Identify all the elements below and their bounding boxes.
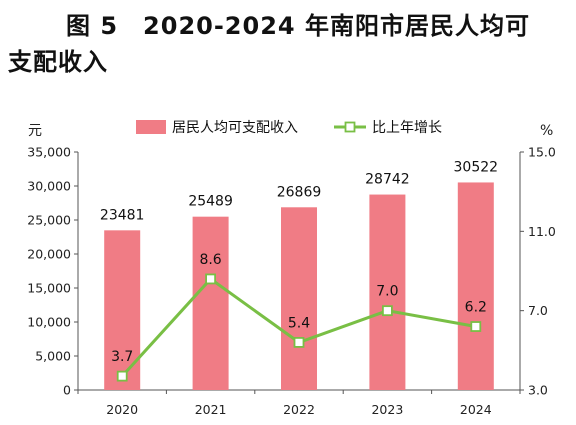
- x-tick-label: 2021: [195, 402, 227, 417]
- growth-point-2020: [116, 370, 128, 382]
- legend-label-income: 居民人均可支配收入: [172, 120, 298, 136]
- y-right-tick-label: 11.0: [528, 224, 556, 239]
- growth-value-label: 5.4: [288, 315, 310, 331]
- chart-title-line1: 图 5 2020-2024 年南阳市居民人均可: [66, 12, 530, 40]
- chart-title-line2: 支配收入: [8, 48, 108, 76]
- y-left-tick-label: 10,000: [27, 315, 71, 330]
- growth-point-2023: [381, 305, 393, 317]
- chart-title: 图 5 2020-2024 年南阳市居民人均可 支配收入: [8, 8, 568, 80]
- bar-2023: [369, 194, 406, 390]
- y-left-tick-label: 5,000: [35, 349, 71, 364]
- bar-value-label: 28742: [365, 172, 410, 188]
- bar-value-label: 26869: [277, 184, 322, 200]
- bar-value-label: 25489: [188, 194, 233, 210]
- growth-point-2024: [470, 321, 482, 332]
- bar-value-label: 30522: [454, 159, 499, 175]
- growth-point-2022: [293, 336, 305, 348]
- y-right-tick-label: 3.0: [528, 383, 548, 398]
- legend-label-growth: 比上年增长: [372, 120, 442, 136]
- y-left-tick-label: 30,000: [27, 179, 71, 194]
- y-right-tick-label: 7.0: [528, 303, 548, 318]
- y-right-tick-label: 15.0: [528, 145, 556, 160]
- y-left-unit: 元: [28, 123, 42, 139]
- growth-point-2021: [205, 273, 217, 285]
- y-right-unit: %: [540, 123, 553, 139]
- bar-2022: [281, 207, 317, 390]
- growth-value-label: 6.2: [465, 300, 487, 316]
- y-left-tick-label: 25,000: [27, 213, 71, 228]
- y-left-tick-label: 20,000: [27, 247, 71, 262]
- legend-swatch-income: [136, 120, 166, 134]
- legend-swatch-growth-marker: [344, 121, 356, 133]
- y-left-tick-label: 15,000: [27, 281, 71, 296]
- y-left-tick-label: 35,000: [27, 145, 71, 160]
- bar-2024: [457, 182, 494, 390]
- y-left-tick-label: 0: [63, 383, 71, 398]
- x-tick-label: 2022: [283, 402, 315, 417]
- x-tick-label: 2020: [106, 402, 138, 417]
- growth-value-label: 7.0: [376, 284, 398, 300]
- growth-value-label: 8.6: [199, 252, 221, 268]
- x-tick-label: 2023: [371, 402, 403, 417]
- bar-value-label: 23481: [100, 207, 145, 223]
- bar-2020: [104, 230, 141, 390]
- x-tick-label: 2024: [460, 402, 492, 417]
- growth-value-label: 3.7: [111, 349, 133, 365]
- bar-2021: [192, 216, 229, 390]
